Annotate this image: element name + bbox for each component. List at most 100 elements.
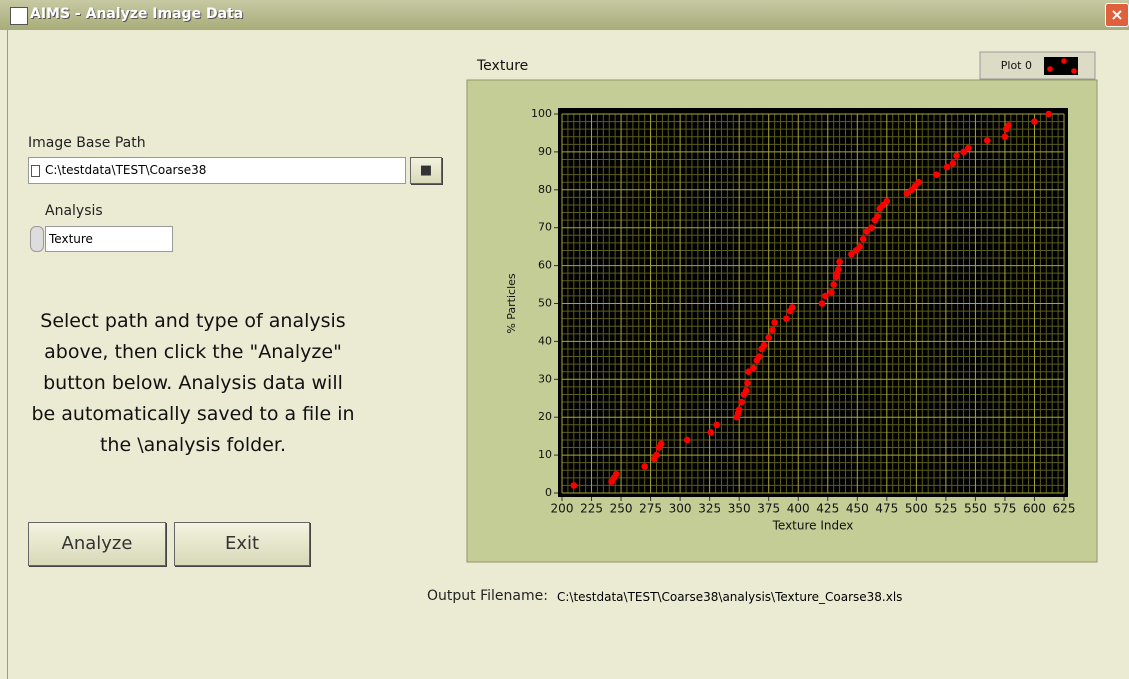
x-tick-label: 325 [698,502,721,516]
legend-swatch [1044,57,1078,75]
data-point [750,364,757,372]
x-tick-label: 350 [728,502,751,516]
x-tick-label: 375 [757,502,780,516]
data-point [943,163,951,171]
data-point [1001,133,1009,141]
x-axis-label: Texture Index [772,519,854,533]
x-tick-label: 500 [905,502,928,516]
x-tick-label: 575 [993,502,1016,516]
data-point [742,387,750,394]
y-tick-label: 20 [538,410,552,423]
chart: Texture 0 10 20 30 40 50 60 70 80 90 100 200 225 250 2… [466,51,1098,563]
close-button[interactable]: × [1105,3,1129,27]
instruction-line: above, then click the "Analyze" [44,341,342,363]
path-label: Image Base Path [28,135,146,151]
data-point [933,171,940,178]
y-axis-label: % Particles [505,273,518,334]
x-tick-label: 250 [610,502,633,516]
x-tick-label: 475 [875,502,898,516]
data-point [868,224,875,231]
data-point [653,451,660,459]
data-point [783,315,790,322]
x-tick-label: 225 [580,502,603,516]
data-point [683,436,691,444]
output-filename: C:\testdata\TEST\Coarse38\analysis\Textu… [557,590,903,604]
data-point [818,300,826,307]
x-tick-label: 275 [639,502,662,516]
x-tick-label: 200 [551,502,574,516]
data-point [874,213,881,220]
analysis-select[interactable]: Texture [45,226,173,252]
data-point [765,334,773,341]
browse-button[interactable]: ■ [410,157,442,184]
ring-spinner[interactable] [30,226,44,252]
data-point [789,303,796,311]
data-point [856,243,863,250]
x-tick-label: 425 [816,502,839,516]
output-label: Output Filename: [427,588,548,604]
data-point [760,341,768,349]
data-point [965,144,972,152]
y-tick-label: 100 [531,107,552,120]
data-point [828,288,835,296]
data-point [953,152,960,159]
x-tick-label: 400 [787,502,810,516]
data-point [949,159,957,167]
legend-dot [1071,68,1077,74]
legend-label: Plot 0 [1001,59,1032,72]
data-point [859,235,867,243]
legend-dot [1047,66,1053,72]
y-tick-label: 40 [538,334,552,347]
data-point [822,292,829,300]
data-point [755,353,763,360]
legend-dot [1061,58,1067,64]
data-point [657,440,665,448]
data-point [1031,118,1038,125]
path-icon [31,165,40,177]
data-point [883,197,891,205]
instruction-line: the \analysis folder. [99,434,287,456]
data-point [641,463,648,470]
data-point [835,266,842,273]
title-bar [0,0,1129,30]
plot-area [558,108,1068,497]
y-tick-label: 70 [538,221,552,234]
data-point [768,326,776,334]
instruction-line: button below. Analysis data will [43,372,343,394]
data-point [960,148,967,156]
analyze-button[interactable]: Analyze [28,522,166,566]
y-tick-label: 0 [545,486,552,499]
data-point [983,137,991,144]
data-point [613,470,620,478]
data-point [707,429,715,436]
y-tick-label: 50 [538,297,552,310]
x-tick-label: 300 [669,502,692,516]
x-tick-label: 550 [964,502,987,516]
data-point [1045,110,1052,118]
x-tick-label: 525 [934,502,957,516]
data-point [830,281,837,288]
exit-button[interactable]: Exit [174,522,310,566]
instruction-line: be automatically saved to a file in [31,403,355,425]
data-point [863,228,871,235]
y-tick-label: 60 [538,259,552,272]
y-tick-label: 80 [538,183,552,196]
x-tick-label: 450 [846,502,869,516]
path-input[interactable]: C:\testdata\TEST\Coarse38 [28,157,406,184]
data-point [570,482,578,489]
instructions: Select path and type of analysis above, t… [18,306,368,461]
data-point [745,368,752,376]
y-tick-label: 30 [538,372,552,385]
data-point [713,421,721,429]
y-tick-label: 10 [538,448,552,461]
data-point [738,398,745,406]
y-tick-label: 90 [538,145,552,158]
analysis-label: Analysis [45,203,103,219]
data-point [903,190,911,197]
window-title: AIMS - Analyze Image Data [30,6,244,22]
x-tick-label: 625 [1053,502,1076,516]
app-icon [10,7,28,25]
data-point [771,319,778,326]
instruction-line: Select path and type of analysis [40,310,346,332]
